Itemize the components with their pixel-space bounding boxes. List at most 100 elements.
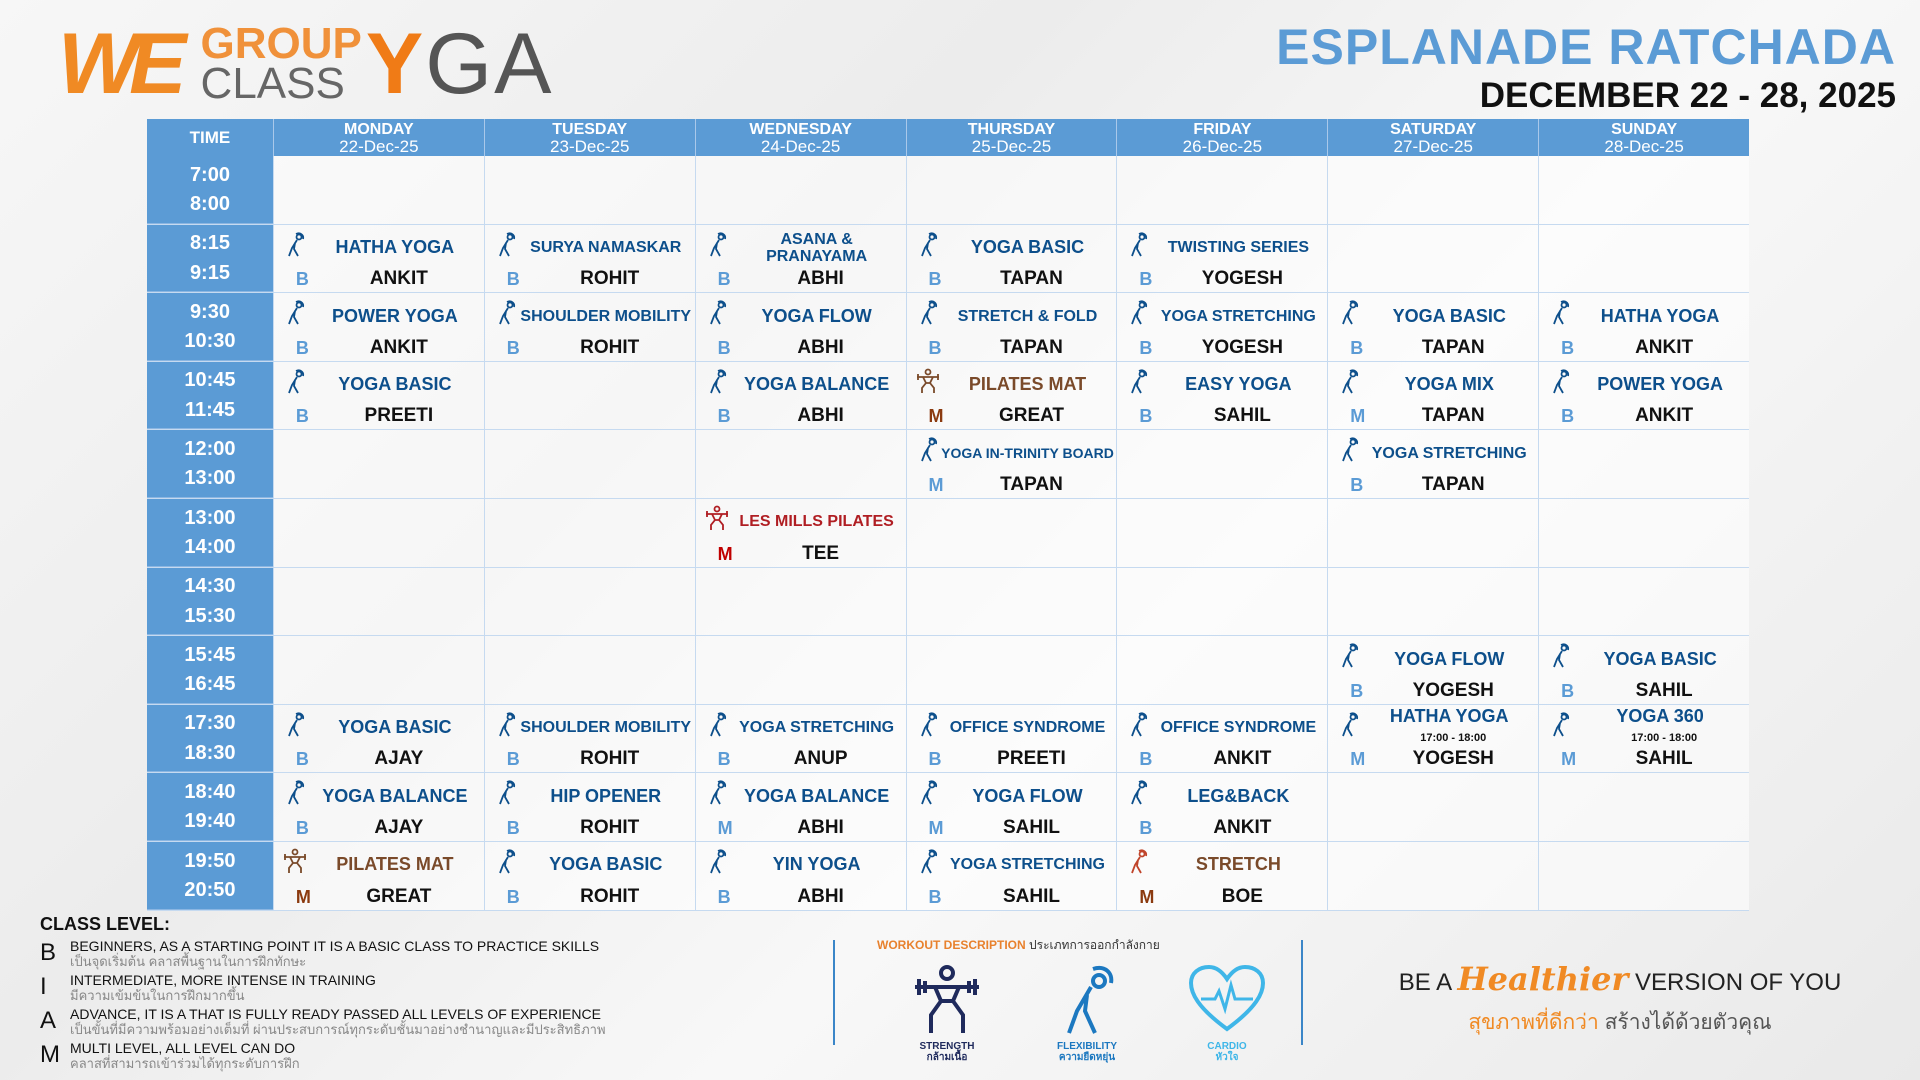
strength-icon — [915, 965, 979, 1033]
class-level: B — [506, 886, 520, 907]
instructor: GREAT — [366, 885, 432, 907]
class-level: B — [1139, 817, 1153, 838]
flexibility-icon — [1125, 368, 1151, 394]
day-name: MONDAY — [344, 121, 414, 138]
class-name: EASY YOGA — [1185, 374, 1292, 395]
class-cell: HATHA YOGA B ANKIT — [1538, 293, 1750, 361]
class-name: POWER YOGA — [332, 305, 458, 326]
flexibility-icon — [704, 368, 730, 394]
class-name: YOGA BALANCE — [743, 374, 890, 395]
header-day-wednesday: WEDNESDAY 24-Dec-25 — [694, 119, 906, 156]
time-slot: 13:00 14:00 — [147, 498, 273, 567]
schedule-row: 14:30 15:30 — [147, 567, 1750, 637]
logo-we: WE — [58, 16, 187, 112]
class-cell: POWER YOGA B ANKIT — [272, 293, 484, 361]
time-end: 11:45 — [184, 398, 235, 421]
class-level: M — [295, 886, 311, 907]
flexibility-icon — [1125, 779, 1151, 805]
empty-cell — [483, 361, 695, 430]
class-name: YOGA BASIC — [970, 237, 1085, 258]
time-end: 18:30 — [184, 741, 236, 764]
class-name: YOGA FLOW — [761, 305, 872, 326]
day-date: 27-Dec-25 — [1393, 137, 1473, 156]
class-cell: STRETCH M BOE — [1116, 841, 1328, 910]
class-name: SHOULDER MOBILITY — [520, 307, 692, 325]
flexibility-icon — [493, 299, 519, 325]
class-cell: YOGA MIX M TAPAN — [1327, 361, 1539, 430]
flexibility-icon — [1547, 299, 1573, 325]
class-cell: YOGA BASIC B TAPAN — [1327, 293, 1539, 361]
class-level: B — [717, 269, 731, 290]
instructor: AJAY — [374, 816, 424, 838]
day-name: TUESDAY — [552, 121, 628, 138]
class-level: B — [1139, 406, 1153, 427]
time-slot: 8:15 9:15 — [147, 224, 273, 293]
flexibility-icon — [493, 779, 519, 805]
slogan: BE A Healthier VERSION OF YOU สุขภาพที่ด… — [1398, 960, 1842, 1034]
empty-cell — [1327, 841, 1539, 910]
class-cell: SHOULDER MOBILITY B ROHIT — [483, 293, 695, 361]
class-cell: SURYA NAMASKAR B ROHIT — [483, 224, 695, 293]
day-name: THURSDAY — [967, 121, 1056, 138]
workout-title: WORKOUT DESCRIPTION — [877, 938, 1026, 952]
time-start: 12:00 — [184, 438, 236, 461]
level-desc-th: เป็นขั้นที่มีความพร้อมอย่างเต็มที่ ผ่านป… — [70, 1022, 606, 1037]
header-time: TIME — [189, 127, 231, 147]
class-name: OFFICE SYNDROME — [949, 719, 1106, 737]
header-day-thursday: THURSDAY 25-Dec-25 — [905, 119, 1117, 156]
flexibility-icon — [704, 779, 730, 805]
class-name: YOGA FLOW — [1394, 648, 1505, 669]
header-day-sunday: SUNDAY 28-Dec-25 — [1538, 119, 1749, 156]
class-level: B — [295, 817, 309, 838]
header-day-saturday: SATURDAY 27-Dec-25 — [1327, 119, 1538, 156]
empty-cell — [272, 636, 484, 704]
class-level: M — [1350, 749, 1366, 770]
instructor: TAPAN — [1000, 268, 1063, 290]
schedule-row: 17:30 18:30 YOGA BASIC B AJAY SHOULDER MOBILI… — [147, 704, 1750, 774]
flexibility-icon — [1547, 642, 1573, 668]
instructor: YOGESH — [1201, 268, 1284, 290]
class-cell: PILATES MAT M GREAT — [272, 841, 484, 910]
class-name: STRETCH — [1195, 854, 1281, 875]
instructor: TAPAN — [1421, 405, 1485, 427]
instructor: ABHI — [797, 268, 844, 290]
day-name: SATURDAY — [1390, 121, 1477, 138]
level-desc-en: ADVANCE, IT IS A THAT IS FULLY READY PAS… — [70, 1006, 601, 1022]
logo-yoga: YGA — [365, 15, 554, 112]
empty-cell — [694, 156, 906, 224]
flexibility-icon — [915, 436, 941, 462]
class-cell: YOGA BASIC B TAPAN — [905, 224, 1117, 293]
empty-cell — [905, 636, 1117, 704]
time-end: 8:00 — [189, 192, 230, 215]
class-cell: OFFICE SYNDROME B PREETI — [905, 704, 1117, 773]
schedule-row: 9:30 10:30 POWER YOGA B ANKIT SHOULDER MOBILI… — [147, 293, 1750, 362]
level-letter: A — [40, 1007, 57, 1034]
time-slot: 17:30 18:30 — [147, 704, 273, 773]
logo-class: CLASS — [200, 59, 345, 108]
schedule-row: 7:00 8:00 — [147, 156, 1750, 225]
time-slot: 15:45 16:45 — [147, 636, 273, 704]
empty-cell — [1538, 773, 1750, 841]
level-letter: B — [40, 939, 57, 966]
workout-description: WORKOUT DESCRIPTION ประเภทการออกกำลังกาย… — [877, 936, 1297, 1063]
instructor: ROHIT — [580, 268, 640, 290]
class-name: YOGA MIX — [1404, 374, 1494, 395]
empty-cell — [1538, 567, 1750, 636]
class-time-note: 17:00 - 18:00 — [1420, 731, 1487, 744]
schedule-row: 18:40 19:40 YOGA BALANCE B AJAY HIP OPENER B RO… — [147, 773, 1750, 842]
time-start: 15:45 — [184, 643, 236, 666]
class-name: YOGA 360 — [1616, 706, 1704, 727]
class-name: HATHA YOGA — [1389, 706, 1509, 727]
strength-icon — [915, 368, 941, 394]
strength-icon — [282, 848, 308, 874]
flexibility-icon — [1125, 299, 1151, 325]
empty-cell — [483, 567, 695, 636]
class-level: B — [717, 406, 731, 427]
class-name: HIP OPENER — [550, 785, 662, 806]
day-date: 24-Dec-25 — [760, 137, 841, 156]
instructor: ANKIT — [1213, 748, 1272, 770]
level-desc-th: คลาสที่สามารถเข้าร่วมได้ทุกระดับการฝึก — [70, 1056, 300, 1071]
class-cell: YOGA STRETCHING B YOGESH — [1116, 293, 1328, 361]
class-name: YOGA FLOW — [972, 785, 1083, 806]
class-level: B — [1561, 337, 1575, 358]
